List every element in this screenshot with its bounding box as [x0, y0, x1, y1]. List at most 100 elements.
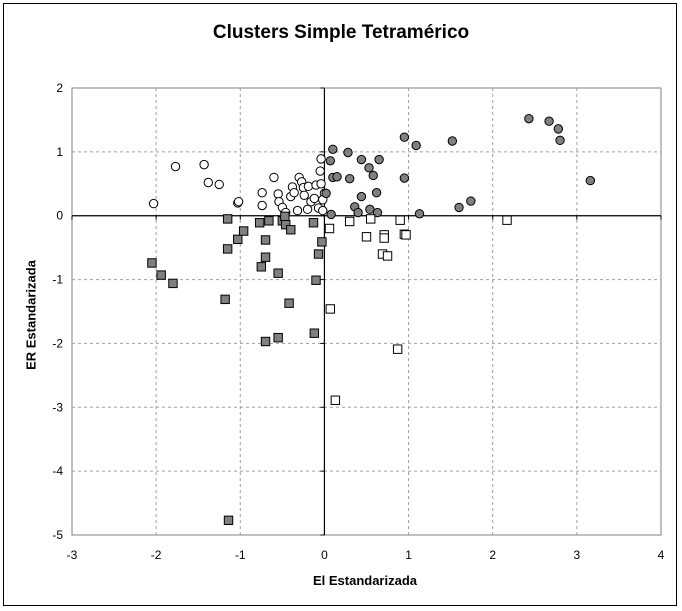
- data-point: [257, 188, 267, 198]
- data-point: [361, 232, 372, 242]
- plot-area: [71, 87, 662, 536]
- data-point: [222, 244, 233, 254]
- x-tick-label: 4: [658, 548, 665, 562]
- chart-title: Clusters Simple Tetramérico: [212, 22, 470, 43]
- data-point: [273, 332, 283, 343]
- data-point: [260, 235, 271, 245]
- data-point: [371, 188, 382, 198]
- data-point: [260, 252, 271, 262]
- data-point: [315, 166, 325, 176]
- data-point: [148, 198, 159, 209]
- data-point: [156, 270, 166, 280]
- data-point: [466, 196, 476, 206]
- y-tick-label: -4: [52, 464, 63, 478]
- data-point: [555, 135, 565, 146]
- y-tick-label: -2: [52, 336, 63, 350]
- data-point: [203, 177, 214, 188]
- data-point: [317, 237, 327, 247]
- data-point: [273, 189, 283, 199]
- data-point: [170, 161, 181, 172]
- data-point: [325, 304, 336, 314]
- data-point: [332, 172, 342, 182]
- y-tick-label: 0: [56, 209, 63, 223]
- data-point: [524, 113, 534, 124]
- y-tick-label: -5: [52, 528, 63, 542]
- data-point: [382, 251, 393, 261]
- x-tick-label: 1: [405, 548, 412, 562]
- data-point: [353, 207, 363, 218]
- x-tick-label: 3: [574, 548, 581, 562]
- data-point: [325, 156, 336, 166]
- data-point: [280, 211, 290, 222]
- data-point: [168, 278, 178, 289]
- data-point: [238, 226, 249, 236]
- data-point: [366, 214, 376, 224]
- data-point: [324, 223, 335, 234]
- data-point: [316, 154, 326, 164]
- data-point: [379, 233, 389, 243]
- data-point: [273, 268, 283, 278]
- data-point: [223, 515, 234, 526]
- data-point: [502, 215, 512, 225]
- data-point: [257, 200, 267, 211]
- data-point: [199, 159, 209, 170]
- data-point: [260, 336, 271, 347]
- data-point: [286, 225, 296, 235]
- data-point: [585, 175, 596, 186]
- data-point: [214, 179, 224, 190]
- y-tick-label: 2: [56, 81, 63, 95]
- data-point: [313, 249, 324, 259]
- data-point: [269, 172, 279, 183]
- data-point: [356, 191, 367, 202]
- data-point: [401, 230, 411, 240]
- y-tick-label: -3: [52, 400, 63, 414]
- data-point: [364, 163, 374, 173]
- data-point: [281, 219, 291, 230]
- data-point: [395, 215, 405, 225]
- data-point: [392, 344, 403, 354]
- x-tick-label: 2: [489, 548, 496, 562]
- data-point: [254, 218, 265, 228]
- y-tick-label: -1: [52, 273, 63, 287]
- data-point: [344, 216, 355, 227]
- x-axis-title: El Estandarizada: [312, 573, 418, 588]
- data-point: [399, 173, 410, 183]
- data-point: [326, 209, 336, 220]
- data-point: [309, 193, 320, 204]
- data-point: [233, 234, 243, 245]
- data-point: [299, 190, 309, 200]
- x-tick-label: 0: [321, 548, 328, 562]
- data-point: [256, 262, 267, 272]
- data-point: [411, 140, 421, 151]
- data-point: [308, 218, 319, 228]
- data-point: [374, 154, 384, 165]
- data-point: [356, 154, 367, 165]
- y-tick-label: 1: [56, 145, 63, 159]
- data-point: [343, 147, 353, 158]
- data-point: [454, 202, 464, 213]
- data-point: [302, 204, 313, 215]
- data-point: [447, 136, 458, 146]
- data-point: [220, 294, 230, 305]
- data-point: [311, 275, 321, 285]
- data-point: [328, 144, 338, 155]
- data-point: [233, 196, 244, 207]
- data-point: [309, 328, 320, 338]
- data-point: [368, 170, 378, 181]
- data-point: [399, 132, 410, 142]
- data-point: [414, 209, 425, 219]
- x-tick-label: -3: [67, 548, 78, 562]
- data-point: [284, 298, 294, 308]
- y-axis-title: ER Estandarizada: [23, 260, 39, 370]
- data-point: [303, 181, 314, 192]
- data-point: [318, 205, 328, 216]
- data-point: [147, 258, 157, 268]
- data-point: [292, 205, 303, 216]
- data-point: [344, 173, 355, 184]
- data-point: [222, 214, 233, 224]
- data-point: [289, 188, 299, 198]
- data-point: [321, 188, 331, 199]
- data-point: [330, 395, 341, 405]
- x-tick-label: -2: [151, 548, 162, 562]
